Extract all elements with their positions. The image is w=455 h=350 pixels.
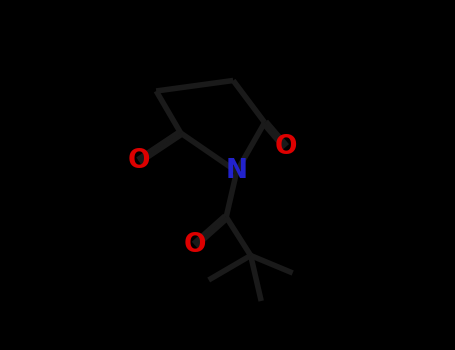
Text: O: O <box>127 148 150 174</box>
Text: N: N <box>226 159 248 184</box>
Text: O: O <box>274 134 297 160</box>
Text: O: O <box>183 232 206 258</box>
